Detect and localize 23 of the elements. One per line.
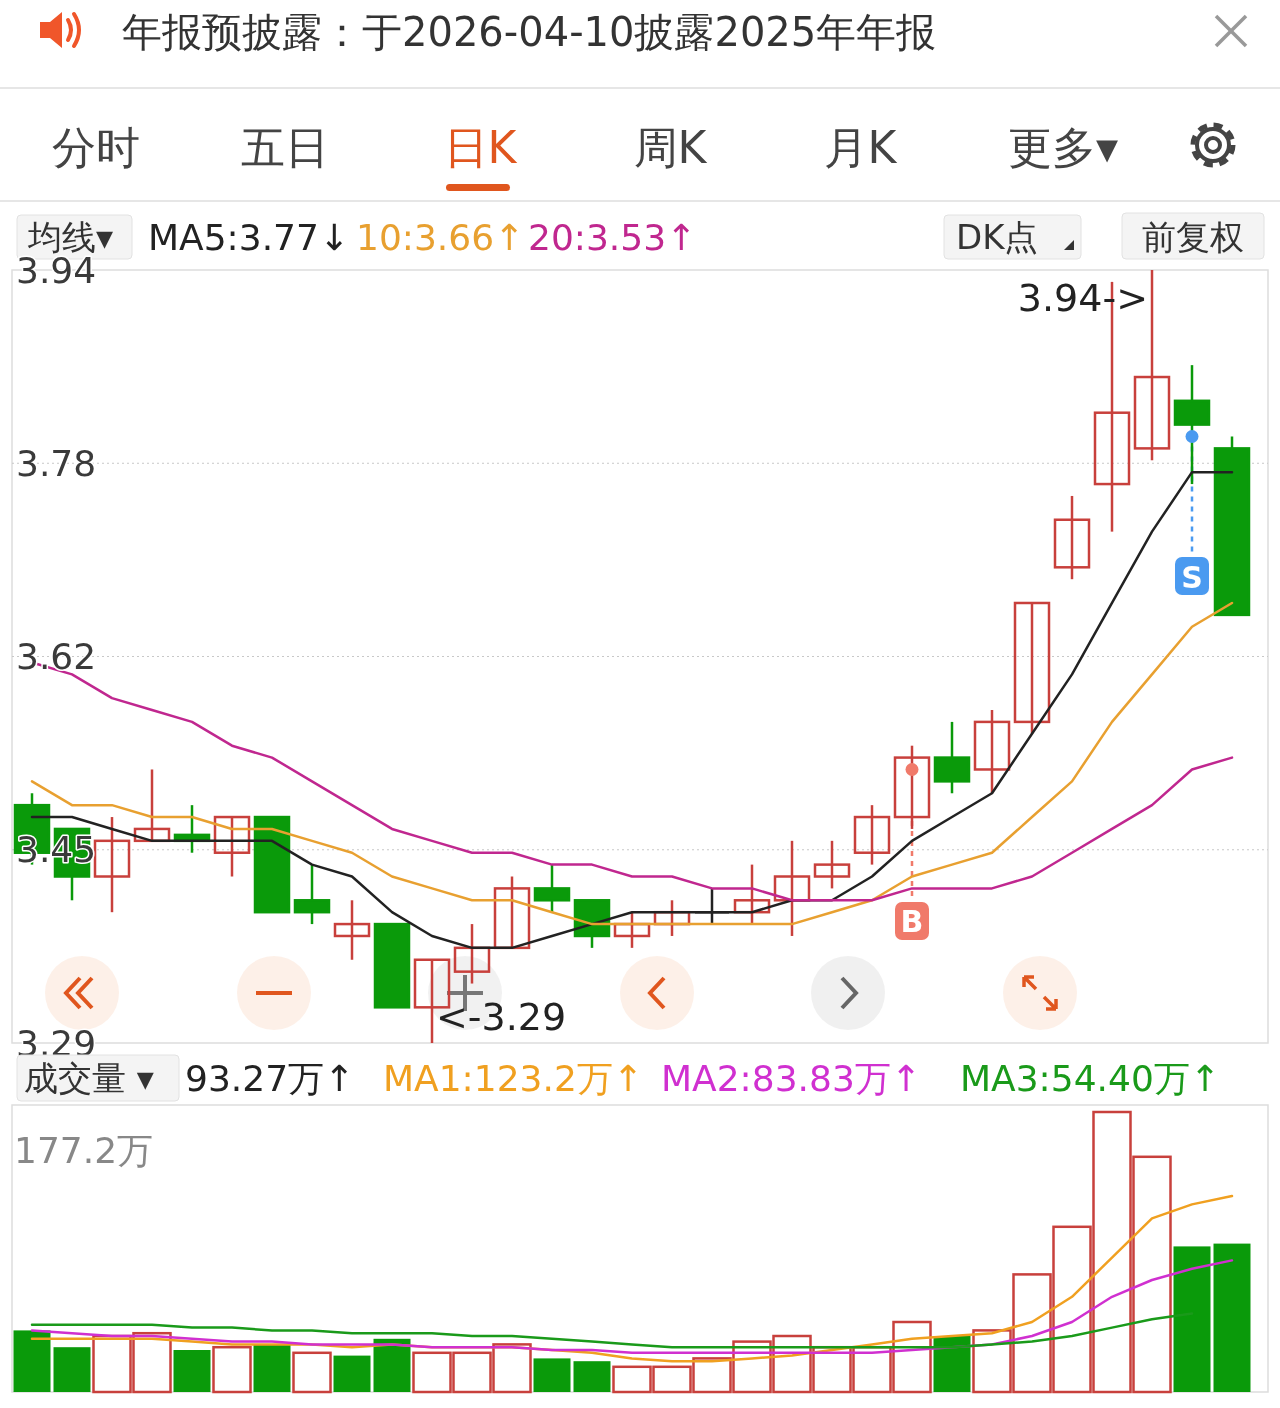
text: 20:3.53↑ [528, 216, 697, 258]
annotation: <-3.29 [436, 995, 567, 1039]
text: 日K [443, 121, 518, 173]
text: MA5:3.77↓ [148, 216, 350, 258]
text: 更多▾ [1007, 121, 1119, 173]
text: 前复权 [1142, 217, 1244, 257]
text: 周K [633, 121, 708, 173]
text: 分时 [52, 121, 140, 173]
chart-title: 年报预披露：于2026-04-10披露2025年年报 [122, 9, 937, 55]
text: 月K [823, 121, 898, 173]
y-tick-label: 3.78 [16, 442, 97, 484]
text: 93.27万↑ [185, 1057, 355, 1099]
text: S [1181, 559, 1203, 595]
text: DK点 [956, 217, 1039, 257]
text: 成交量 ▾ [24, 1058, 154, 1098]
y-tick-label: 3.62 [16, 636, 97, 677]
text: MA1:123.2万↑ [383, 1057, 643, 1099]
text: MA3:54.40万↑ [960, 1057, 1220, 1099]
text: 五日 [241, 121, 329, 173]
text: MA2:83.83万↑ [661, 1057, 921, 1099]
text: B [900, 904, 924, 940]
annotation: 177.2万 [14, 1129, 154, 1171]
text: 10:3.66↑ [356, 216, 525, 258]
